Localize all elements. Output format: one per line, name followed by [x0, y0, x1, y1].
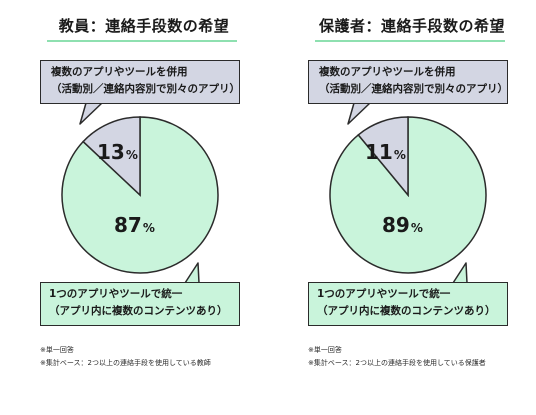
teacher-chart-title: 教員：連絡手段数の希望	[58, 17, 230, 35]
parent-pie-slices	[329, 116, 487, 274]
parent-bottom-bubble: 1つのアプリやツールで統一 （アプリ内に複数のコンテンツあり）	[308, 282, 508, 326]
parent-minor-pct-value: 11	[365, 140, 393, 164]
teacher-panel: 教員：連絡手段数の希望 複数のアプリやツールを併用 （活動別／連絡内容別で別々の…	[40, 17, 240, 367]
teacher-title-underline	[47, 40, 237, 42]
parent-bottom-bubble-line1: 1つのアプリやツールで統一	[317, 288, 451, 300]
teacher-top-bubble-tail	[79, 102, 103, 125]
parent-title-underline	[315, 40, 505, 42]
parent-bottom-bubble-tail	[452, 262, 468, 284]
teacher-major-pct-symbol: %	[142, 221, 155, 235]
teacher-bottom-bubble-tail	[184, 262, 200, 284]
teacher-major-pct-label: 87%	[114, 213, 155, 237]
parent-bottom-bubble-line2: （アプリ内に複数のコンテンツあり）	[317, 305, 496, 317]
teacher-pie-slice-unified	[61, 116, 219, 274]
teacher-bottom-bubble: 1つのアプリやツールで統一 （アプリ内に複数のコンテンツあり）	[40, 282, 240, 326]
parent-major-pct-label: 89%	[382, 213, 423, 237]
parent-top-bubble: 複数のアプリやツールを併用 （活動別／連絡内容別で別々のアプリ）	[308, 60, 508, 104]
teacher-bottom-bubble-line1: 1つのアプリやツールで統一	[49, 288, 183, 300]
parent-pie-chart	[329, 102, 487, 284]
parent-note-answer-type: ※単一回答	[308, 346, 342, 354]
teacher-major-pct-value: 87	[114, 213, 142, 237]
teacher-pie-slice-multiple	[82, 116, 141, 197]
parent-minor-pct-label: 11%	[365, 140, 406, 164]
teacher-bottom-bubble-line2: （アプリ内に複数のコンテンツあり）	[49, 305, 228, 317]
parent-note-base: ※集計ベース：2つ以上の連絡手段を使用している保護者	[308, 359, 486, 367]
parent-top-bubble-line2: （活動別／連絡内容別で別々のアプリ）	[319, 83, 508, 95]
teacher-minor-pct-value: 13	[97, 140, 125, 164]
parent-major-pct-symbol: %	[410, 221, 423, 235]
teacher-top-bubble-line1: 複数のアプリやツールを併用	[51, 66, 188, 78]
parent-pie-slice-multiple	[357, 116, 409, 198]
teacher-top-bubble-line2: （活動別／連絡内容別で別々のアプリ）	[51, 83, 240, 95]
teacher-pie-chart	[61, 102, 219, 284]
parent-top-bubble-tail	[347, 102, 371, 125]
parent-minor-pct-symbol: %	[393, 148, 406, 162]
teacher-top-bubble: 複数のアプリやツールを併用 （活動別／連絡内容別で別々のアプリ）	[40, 60, 240, 104]
teacher-minor-pct-label: 13%	[97, 140, 138, 164]
teacher-pie-slices	[61, 116, 219, 274]
teacher-minor-pct-symbol: %	[125, 148, 138, 162]
parent-top-bubble-line1: 複数のアプリやツールを併用	[319, 66, 456, 78]
parent-major-pct-value: 89	[382, 213, 410, 237]
parent-chart-title: 保護者：連絡手段数の希望	[318, 17, 505, 35]
teacher-note-base: ※集計ベース：2つ以上の連絡手段を使用している教師	[40, 359, 211, 367]
parent-panel: 保護者：連絡手段数の希望 複数のアプリやツールを併用 （活動別／連絡内容別で別々…	[268, 0, 536, 415]
teacher-note-answer-type: ※単一回答	[40, 346, 74, 354]
